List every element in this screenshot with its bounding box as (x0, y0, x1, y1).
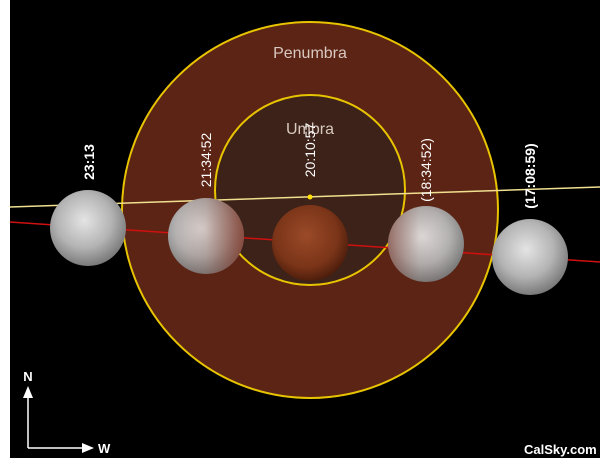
time-label: (18:34:52) (418, 138, 434, 202)
north-label: N (23, 369, 32, 384)
time-label: (17:08:59) (522, 143, 538, 208)
moon-shadow (168, 198, 244, 274)
eclipse-diagram: Penumbra Umbra 23:13 21:34:52 20:10:57 (… (0, 0, 600, 462)
penumbra-label: Penumbra (273, 45, 347, 62)
time-label: 21:34:52 (198, 133, 214, 188)
west-label: W (98, 441, 111, 456)
time-label: 23:13 (81, 144, 97, 180)
moon (50, 190, 126, 266)
time-label: 20:10:57 (302, 123, 318, 178)
credit: CalSky.com (524, 442, 597, 457)
moon (272, 205, 348, 281)
center-dot (308, 195, 313, 200)
moon (492, 219, 568, 295)
moon-shadow (388, 206, 464, 282)
